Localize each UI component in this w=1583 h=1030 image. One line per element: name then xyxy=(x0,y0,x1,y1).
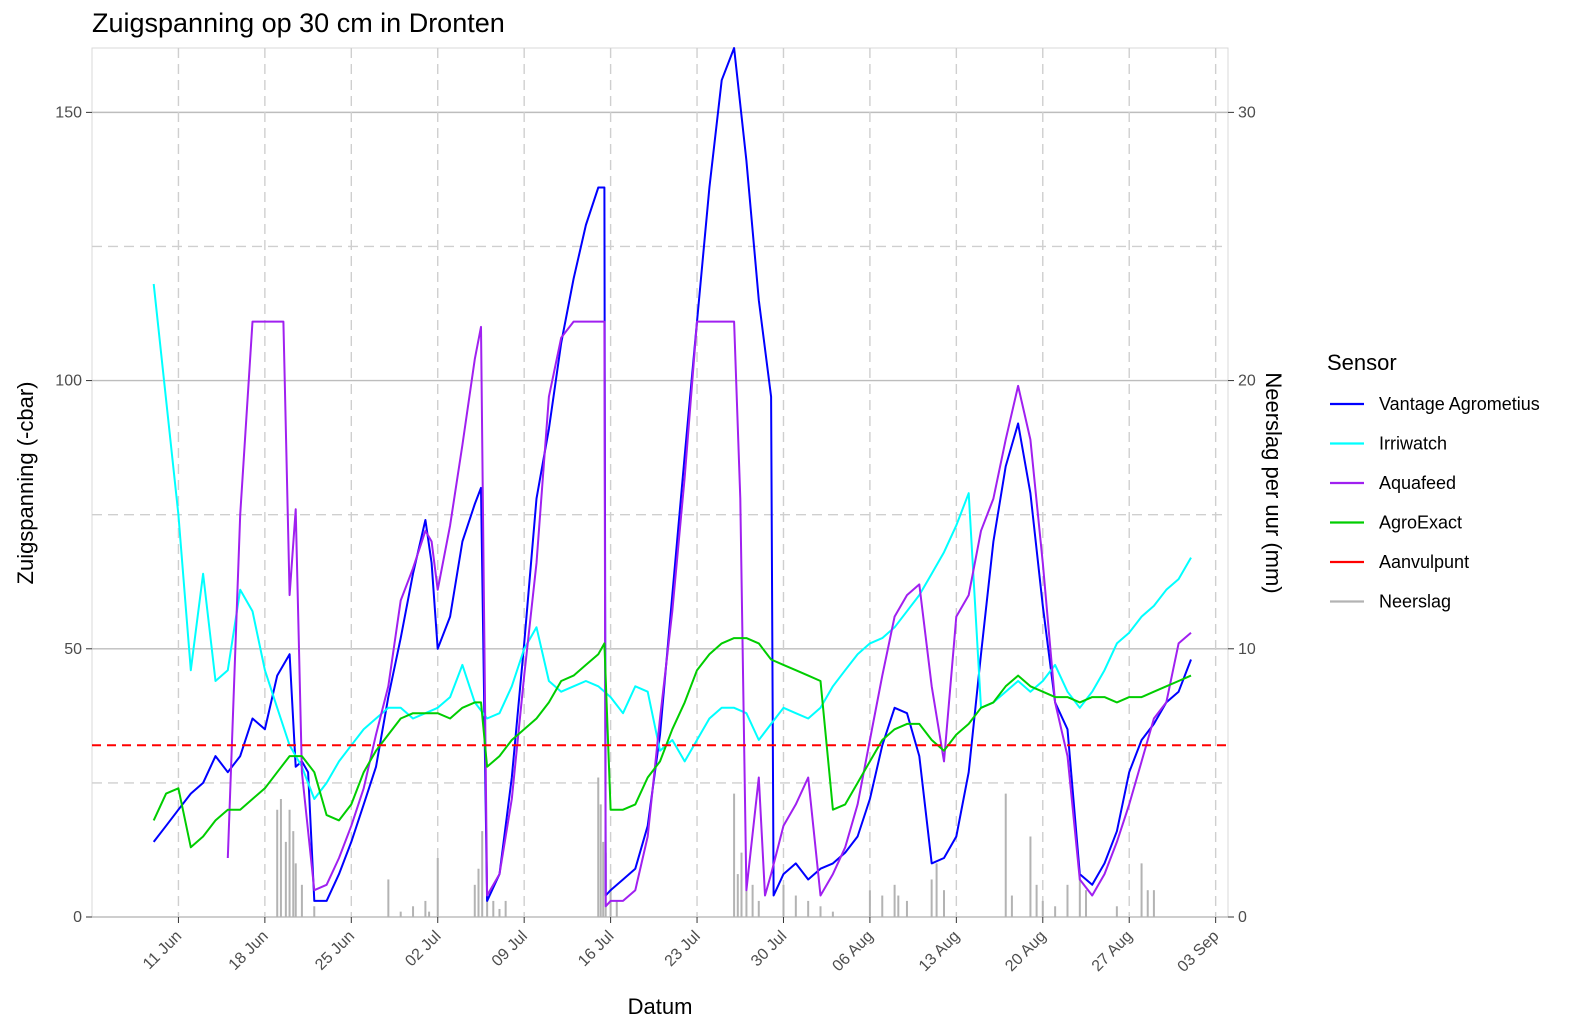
legend-label: Aquafeed xyxy=(1379,473,1456,493)
y2-tick-label: 30 xyxy=(1238,104,1256,121)
y-axis-title: Zuigspanning (-cbar) xyxy=(13,382,38,585)
series-line-aquafeed xyxy=(226,320,1192,908)
x-tick-label: 06 Aug xyxy=(829,928,876,975)
legend: Sensor Vantage Agrometius Irriwatch Aquafe… xyxy=(1327,350,1540,612)
y2-tick-label: 20 xyxy=(1238,373,1256,390)
legend-label: Neerslag xyxy=(1379,592,1451,612)
rain-layer xyxy=(276,777,1155,917)
y2-tick-label: 10 xyxy=(1238,641,1256,658)
x-tick-label: 03 Sep xyxy=(1175,928,1223,976)
y-tick-label: 100 xyxy=(55,373,82,390)
x-tick-label: 11 Jun xyxy=(140,928,185,973)
panel-background xyxy=(91,47,1229,918)
x-tick-label: 25 Jun xyxy=(312,928,358,974)
series-line-irriwatch xyxy=(152,283,1192,800)
x-tick-label: 20 Aug xyxy=(1002,928,1049,975)
x-axis-title: Datum xyxy=(628,994,693,1019)
legend-title: Sensor xyxy=(1327,350,1397,375)
x-tick-label: 13 Aug xyxy=(916,928,963,975)
y-tick-label: 0 xyxy=(73,909,82,926)
legend-label: Vantage Agrometius xyxy=(1379,394,1540,414)
series-line-vantage-agrometius xyxy=(152,47,1192,902)
x-tick-label: 30 Jul xyxy=(748,928,790,970)
x-tick-label: 16 Jul xyxy=(575,928,617,970)
legend-label: Aanvulpunt xyxy=(1379,552,1469,572)
y2-tick-label: 0 xyxy=(1238,909,1247,926)
y-tick-label: 50 xyxy=(64,641,82,658)
x-tick-label: 18 Jun xyxy=(226,928,272,974)
x-tick-label: 02 Jul xyxy=(402,928,444,970)
series-line-agroexact xyxy=(152,637,1192,849)
legend-label: Irriwatch xyxy=(1379,434,1447,454)
y-tick-label: 150 xyxy=(55,104,82,121)
x-tick-label: 27 Aug xyxy=(1089,928,1136,975)
x-tick-label: 09 Jul xyxy=(489,928,531,970)
x-tick-label: 23 Jul xyxy=(662,928,704,970)
legend-label: AgroExact xyxy=(1379,513,1462,533)
chart-title: Zuigspanning op 30 cm in Dronten xyxy=(92,8,505,38)
lines-layer xyxy=(92,47,1228,908)
y2-axis-title: Neerslag per uur (mm) xyxy=(1261,372,1286,593)
